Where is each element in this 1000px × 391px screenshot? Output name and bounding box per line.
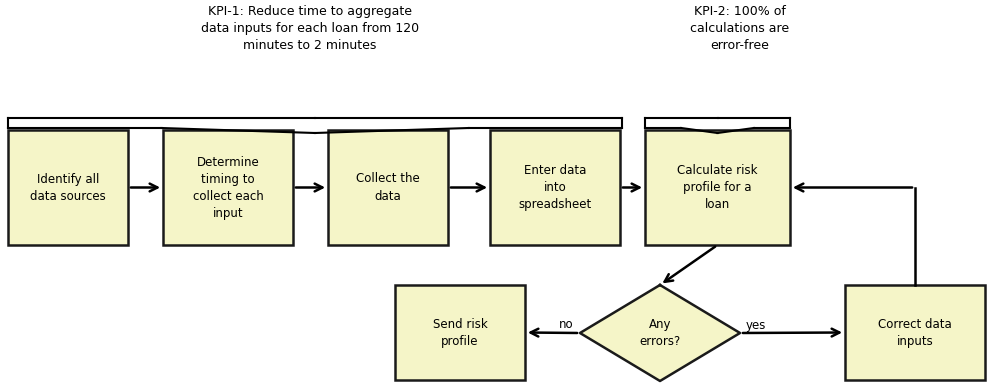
Polygon shape [580, 285, 740, 381]
FancyBboxPatch shape [8, 130, 128, 245]
Text: Collect the
data: Collect the data [356, 172, 420, 203]
Text: Send risk
profile: Send risk profile [433, 317, 487, 348]
Text: Enter data
into
spreadsheet: Enter data into spreadsheet [518, 164, 592, 211]
Text: yes: yes [746, 319, 766, 332]
Text: Calculate risk
profile for a
loan: Calculate risk profile for a loan [677, 164, 758, 211]
Text: Determine
timing to
collect each
input: Determine timing to collect each input [193, 156, 263, 219]
FancyBboxPatch shape [163, 130, 293, 245]
Text: no: no [559, 319, 573, 332]
FancyBboxPatch shape [328, 130, 448, 245]
FancyBboxPatch shape [645, 130, 790, 245]
FancyBboxPatch shape [845, 285, 985, 380]
Text: Correct data
inputs: Correct data inputs [878, 317, 952, 348]
Text: Any
errors?: Any errors? [639, 318, 681, 348]
FancyBboxPatch shape [395, 285, 525, 380]
Text: Identify all
data sources: Identify all data sources [30, 172, 106, 203]
FancyBboxPatch shape [490, 130, 620, 245]
Text: KPI-1: Reduce time to aggregate
data inputs for each loan from 120
minutes to 2 : KPI-1: Reduce time to aggregate data inp… [201, 5, 419, 52]
Text: KPI-2: 100% of
calculations are
error-free: KPI-2: 100% of calculations are error-fr… [690, 5, 790, 52]
